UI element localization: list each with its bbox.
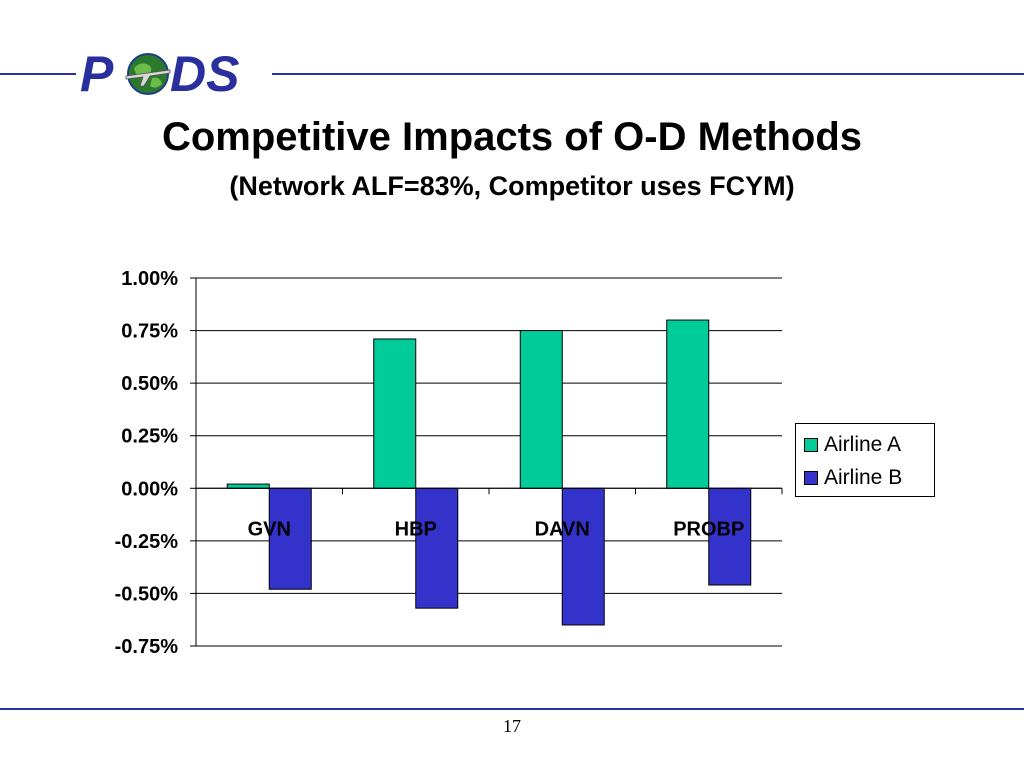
- header-rule-right: [272, 73, 1024, 75]
- y-tick-label: 0.25%: [121, 426, 178, 448]
- y-tick-label: -0.50%: [115, 583, 179, 605]
- slide-title: Competitive Impacts of O-D Methods: [161, 115, 863, 159]
- bar-airline-a-gvn: [226, 483, 270, 489]
- legend-swatch-airline-a: [804, 438, 818, 452]
- legend-item-airline-b: Airline B: [804, 465, 902, 491]
- pods-logo: P DS: [78, 42, 268, 106]
- y-tick-label: 1.00%: [121, 268, 178, 290]
- y-tick-label: 0.00%: [121, 478, 178, 500]
- bar-airline-b-gvn: [268, 487, 312, 590]
- bar-airline-b-hbp: [415, 487, 459, 609]
- y-tick-label: -0.75%: [115, 636, 179, 658]
- bar-airline-b-probp: [708, 487, 752, 586]
- bar-airline-a-davn: [519, 330, 563, 489]
- x-category-label: DAVN: [535, 518, 590, 540]
- slide-subtitle: (Network ALF=83%, Competitor uses FCYM): [229, 171, 795, 201]
- globe-airplane-icon: [125, 53, 171, 95]
- logo-letter-p: P: [80, 46, 114, 102]
- page-number: 17: [503, 716, 521, 736]
- logo-letters-ds: DS: [170, 46, 240, 102]
- y-tick-label: -0.25%: [115, 531, 179, 553]
- legend-swatch-airline-b: [804, 471, 818, 485]
- x-category-label: PROBP: [673, 518, 744, 540]
- chart-legend: Airline A Airline B: [795, 423, 935, 497]
- footer-rule: [0, 708, 1024, 710]
- bar-airline-b-davn: [561, 487, 605, 626]
- bar-airline-a-probp: [666, 319, 710, 489]
- x-category-label: GVN: [248, 518, 291, 540]
- x-category-label: HBP: [395, 518, 437, 540]
- legend-label-airline-a: Airline A: [824, 433, 902, 456]
- legend-label-airline-b: Airline B: [824, 466, 903, 489]
- bar-chart: 1.00% 0.75% 0.50% 0.25% 0.00% -0.25% -0.50% -0.…: [115, 268, 783, 658]
- y-tick-label: 0.75%: [121, 321, 178, 343]
- y-tick-label: 0.50%: [121, 373, 178, 395]
- legend-item-airline-a: Airline A: [804, 432, 901, 458]
- bar-airline-a-hbp: [373, 338, 417, 489]
- header-rule-left: [0, 73, 76, 75]
